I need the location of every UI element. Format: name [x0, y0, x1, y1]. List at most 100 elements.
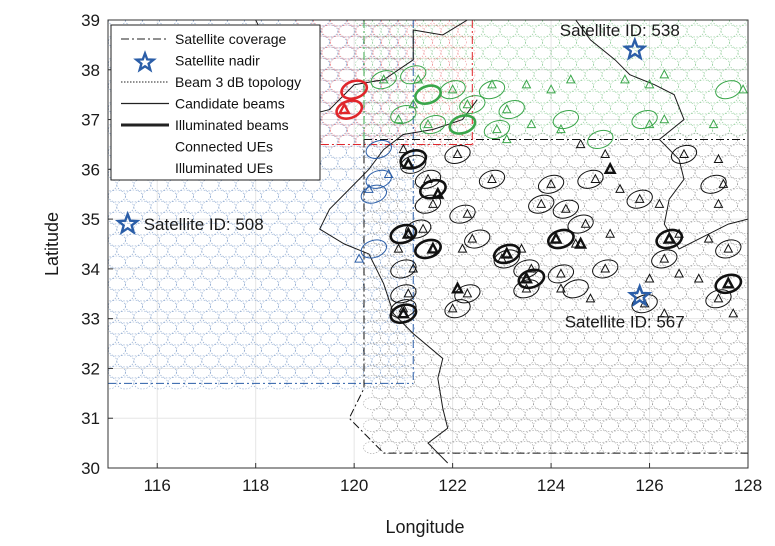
beam-topology-cell — [567, 441, 585, 454]
beam-topology-cell — [652, 155, 670, 168]
beam-topology-cell — [473, 320, 492, 333]
beam-topology-cell — [380, 265, 398, 278]
beam-topology-cell — [499, 331, 517, 344]
beam-topology-cell — [286, 244, 305, 258]
beam-topology-cell — [490, 364, 509, 377]
beam-topology-cell — [372, 90, 391, 104]
beam-topology-cell — [567, 419, 585, 432]
beam-topology-cell — [524, 298, 543, 311]
beam-topology-cell — [286, 310, 305, 324]
beam-topology-cell — [669, 309, 687, 322]
beam-topology-cell — [695, 57, 713, 71]
beam-topology-cell — [388, 408, 407, 421]
beam-topology-cell — [567, 397, 585, 410]
beam-topology-cell — [457, 79, 475, 93]
legend-label: Illuminated beams — [175, 117, 289, 133]
beam-topology-cell — [125, 211, 143, 225]
beam-topology-cell — [431, 265, 449, 278]
beam-topology-cell — [720, 331, 738, 344]
beam-topology-cell — [456, 254, 475, 267]
beam-topology-cell — [269, 354, 288, 368]
beam-topology-cell — [533, 397, 551, 410]
connected-ue-marker — [457, 243, 468, 253]
beam-topology-cell — [388, 288, 407, 302]
beam-topology-cell — [363, 299, 381, 313]
beam-topology-cell — [397, 155, 415, 168]
beam-topology-cell — [363, 331, 381, 344]
beam-topology-cell — [448, 46, 467, 60]
beam-topology-cell — [652, 199, 670, 212]
connected-ue-marker — [560, 203, 571, 213]
beam-topology-cell — [389, 35, 407, 49]
beam-topology-cell — [542, 123, 560, 137]
satellite-nadir-star — [626, 282, 653, 308]
axis-ticks: 116 118 120 122 124 126 128 30 31 32 33 34 35 36 37 38 3… — [81, 11, 762, 495]
beam-topology-cell — [363, 145, 381, 159]
beam-topology-cell — [703, 287, 721, 300]
beam-topology-cell — [465, 397, 483, 410]
beam-topology-cell — [346, 343, 364, 357]
beam-topology-cell — [286, 222, 305, 236]
connected-ue-marker — [693, 273, 704, 283]
beam-topology-cell — [499, 177, 517, 190]
illuminated-beam — [335, 99, 364, 120]
beam-topology-cell — [142, 299, 160, 313]
beam-topology-cell — [490, 386, 509, 399]
beam-topology-cell — [626, 144, 645, 157]
candidate-beam — [454, 284, 481, 304]
beam-topology-cell — [388, 68, 407, 82]
beam-topology-cell — [567, 331, 585, 344]
beam-topology-cell — [482, 199, 500, 212]
beam-topology-cell — [575, 430, 594, 443]
beam-topology-cell — [669, 46, 688, 60]
beam-topology-cell — [388, 210, 407, 223]
beam-topology-cell — [635, 375, 653, 388]
beam-topology-cell — [329, 255, 347, 269]
beam-topology-cell — [609, 386, 628, 399]
beam-topology-cell — [414, 287, 432, 300]
illuminated-beam — [448, 114, 477, 135]
beam-topology-cell — [397, 353, 415, 366]
beam-topology-cell — [661, 79, 679, 93]
beam-topology-cell — [244, 365, 262, 379]
beam-topology-cell — [193, 233, 211, 247]
beam-topology-cell — [125, 233, 143, 247]
beam-topology-cell — [694, 144, 713, 157]
beam-topology-cell — [652, 287, 670, 300]
beam-topology-cell — [371, 24, 390, 38]
beam-topology-cell — [363, 277, 381, 291]
beam-topology-cell — [312, 35, 330, 49]
beam-topology-cell — [439, 254, 458, 267]
beam-topology-cell — [176, 365, 194, 379]
connected-ue-marker — [447, 84, 458, 94]
beam-topology-cell — [533, 46, 552, 60]
beam-topology-cell — [627, 57, 645, 71]
beam-topology-cell — [575, 144, 594, 157]
connected-ue-marker — [580, 218, 591, 228]
beam-topology-cell — [516, 309, 534, 322]
beam-topology-cell — [159, 277, 177, 291]
connected-ue-marker — [585, 293, 596, 303]
beam-topology-cell — [330, 123, 348, 137]
beam-topology-cell — [125, 255, 143, 269]
beam-topology-cell — [397, 277, 415, 291]
beam-topology-cell — [210, 299, 228, 313]
beam-topology-cell — [677, 342, 696, 355]
beam-topology-cell — [703, 265, 721, 278]
beam-topology-cell — [482, 221, 500, 234]
beam-topology-cell — [728, 386, 747, 399]
beam-topology-cell — [371, 342, 390, 355]
beam-topology-cell — [728, 364, 747, 377]
beam-topology-cell — [711, 166, 730, 179]
beam-topology-cell — [363, 375, 381, 388]
beam-topology-cell — [397, 35, 415, 49]
beam-topology-cell — [660, 298, 679, 311]
beam-topology-cell — [507, 342, 526, 355]
beam-topology-cell — [422, 408, 441, 421]
beam-topology-cell — [465, 353, 483, 366]
beam-topology-cell — [364, 79, 382, 93]
beam-topology-cell — [533, 90, 552, 104]
beam-topology-cell — [626, 342, 645, 355]
beam-topology-cell — [592, 276, 611, 289]
